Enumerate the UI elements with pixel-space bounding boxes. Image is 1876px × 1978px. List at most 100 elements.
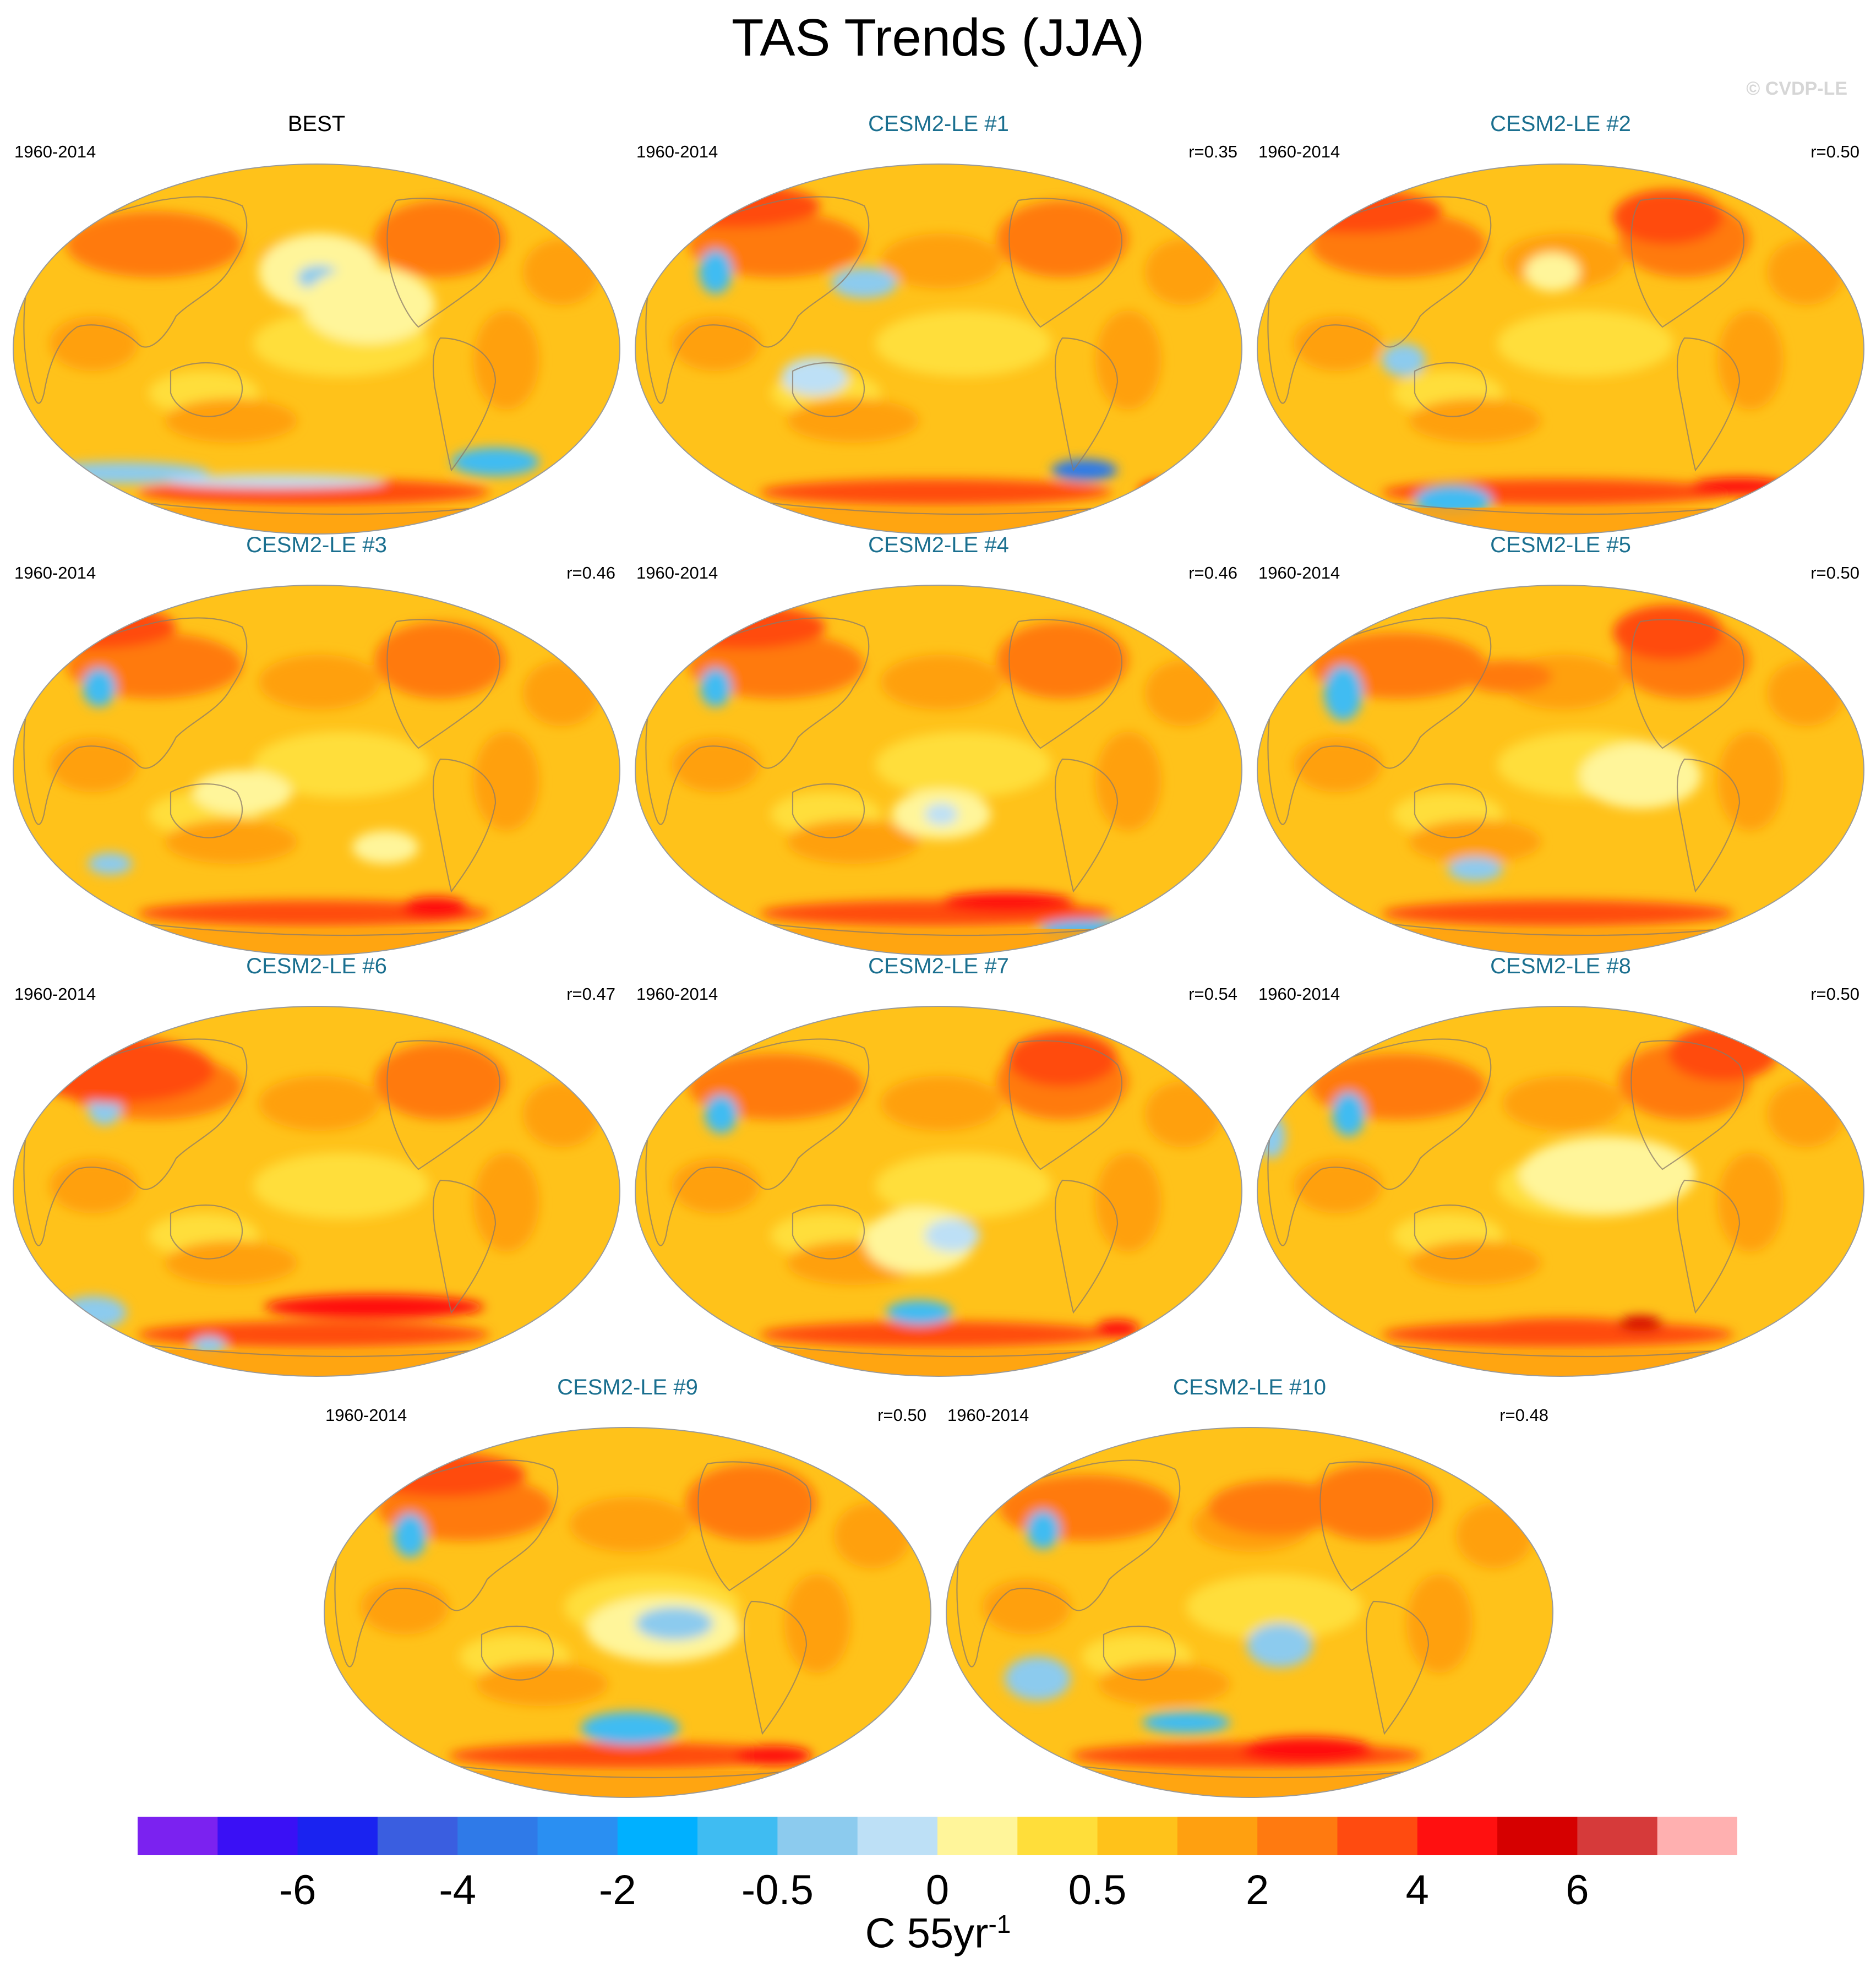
map-outline — [13, 1006, 620, 1377]
trend-anomaly-region — [13, 605, 176, 649]
trend-anomaly-region — [787, 399, 919, 443]
colorbar-swatch — [297, 1817, 378, 1855]
trend-anomaly-region — [1525, 253, 1580, 291]
trend-anomaly-region — [361, 1579, 449, 1634]
panel-pattern-correlation: r=0.50 — [1810, 563, 1859, 582]
panel-title: CESM2-LE #3 — [246, 533, 387, 557]
trend-anomaly-region — [259, 655, 380, 710]
coastline — [481, 1625, 554, 1681]
panel-pattern-correlation: r=0.48 — [1499, 1405, 1548, 1425]
trend-anomaly-region — [88, 853, 132, 875]
trend-anomaly-region — [1005, 1656, 1071, 1701]
coastline — [1008, 1040, 1122, 1170]
colorbar-swatch — [857, 1817, 938, 1855]
antarctica-band — [324, 1771, 931, 1797]
trend-anomaly-region — [782, 358, 848, 395]
panel-period: 1960-2014 — [636, 142, 718, 161]
trend-map — [635, 585, 1242, 956]
trend-anomaly-region — [787, 820, 919, 864]
coastline — [743, 1600, 808, 1735]
panel-title: CESM2-LE #4 — [868, 533, 1009, 557]
map-panel: CESM2-LE #8 1960-2014 r=0.50 — [1250, 952, 1872, 1377]
units-main: C 55yr — [865, 1910, 989, 1957]
trend-anomaly-region — [685, 1464, 817, 1541]
colorbar-swatch — [1577, 1817, 1658, 1855]
trend-map — [13, 1006, 620, 1377]
panel-title: CESM2-LE #7 — [868, 954, 1009, 978]
trend-anomaly-region — [50, 1158, 138, 1213]
panel-pattern-correlation: r=0.46 — [1188, 563, 1237, 582]
coastline — [792, 783, 865, 838]
coastline — [386, 619, 500, 749]
panel-pattern-correlation: r=0.50 — [1810, 984, 1859, 1004]
panel-title: CESM2-LE #9 — [557, 1375, 698, 1399]
panel-period: 1960-2014 — [1258, 563, 1340, 582]
credit-watermark: © CVDP-LE — [1746, 78, 1847, 99]
trend-anomaly-region — [996, 200, 1128, 277]
coastline — [23, 196, 248, 404]
trend-anomaly-region — [661, 605, 826, 649]
trend-anomaly-region — [523, 1081, 600, 1147]
trend-anomaly-region — [449, 1742, 801, 1769]
trend-anomaly-region — [473, 310, 539, 410]
trend-anomaly-region — [1717, 732, 1784, 831]
trend-anomaly-region — [361, 1453, 526, 1497]
trend-anomaly-region — [374, 200, 506, 277]
coastline — [1054, 1179, 1119, 1314]
map-outline — [635, 164, 1242, 535]
panel-pattern-correlation: r=0.54 — [1188, 984, 1237, 1004]
trend-anomaly-region — [1145, 660, 1222, 726]
map-panel: CESM2-LE #9 1960-2014 r=0.50 — [317, 1374, 939, 1798]
trend-anomaly-region — [672, 1158, 760, 1213]
trend-anomaly-region — [983, 1579, 1071, 1634]
trend-anomaly-region — [476, 1662, 608, 1706]
trend-anomaly-region — [193, 770, 292, 814]
coastline — [1008, 619, 1122, 749]
trend-anomaly-region — [374, 1043, 506, 1120]
trend-anomaly-region — [875, 1153, 1051, 1219]
trend-anomaly-region — [253, 732, 429, 798]
trend-anomaly-region — [165, 1241, 297, 1285]
trend-anomaly-region — [1241, 1737, 1373, 1763]
colorbar-tick-label: 4 — [1405, 1867, 1429, 1914]
trend-anomaly-region — [705, 1095, 738, 1134]
panel-period: 1960-2014 — [14, 142, 96, 161]
colorbar-swatch — [1177, 1817, 1258, 1855]
trend-map — [1257, 1006, 1864, 1377]
coastline — [170, 783, 243, 838]
trend-anomaly-region — [925, 1219, 980, 1252]
coastline — [1054, 758, 1119, 893]
colorbar-swatch — [138, 1817, 218, 1855]
colorbar-swatch — [777, 1817, 858, 1855]
coastline — [792, 362, 865, 417]
trend-anomaly-region — [1247, 1623, 1313, 1668]
trend-anomaly-region — [451, 448, 539, 476]
colorbar-tick-label: 2 — [1246, 1867, 1269, 1914]
coastline — [1267, 1038, 1492, 1246]
coastline — [1414, 362, 1487, 417]
map-panel: CESM2-LE #1 1960-2014 r=0.35 — [628, 110, 1250, 535]
coastline — [1676, 758, 1741, 893]
map-outline — [1257, 1006, 1864, 1377]
map-outline — [635, 1006, 1242, 1377]
colorbar-units: C 55yr-1 — [0, 1909, 1876, 1957]
trend-anomaly-region — [1717, 310, 1784, 410]
panel-title: CESM2-LE #1 — [868, 112, 1009, 136]
colorbar-swatch — [937, 1817, 1018, 1855]
trend-anomaly-region — [1717, 1153, 1784, 1252]
trend-anomaly-region — [473, 732, 539, 831]
trend-anomaly-region — [735, 1746, 812, 1766]
panel-title: CESM2-LE #2 — [1490, 112, 1631, 136]
trend-anomaly-region — [264, 1295, 484, 1319]
coastline — [956, 1459, 1181, 1668]
trend-anomaly-region — [1409, 399, 1541, 443]
colorbar-swatch — [1497, 1817, 1578, 1855]
trend-anomaly-region — [996, 622, 1128, 699]
map-panel: CESM2-LE #4 1960-2014 r=0.46 — [628, 531, 1250, 956]
trend-anomaly-region — [1027, 1511, 1060, 1549]
trend-anomaly-region — [1409, 1241, 1541, 1285]
coastline — [1630, 619, 1744, 749]
trend-anomaly-region — [1767, 239, 1844, 305]
panel-title: CESM2-LE #5 — [1490, 533, 1631, 557]
trend-anomaly-region — [1307, 1464, 1439, 1541]
